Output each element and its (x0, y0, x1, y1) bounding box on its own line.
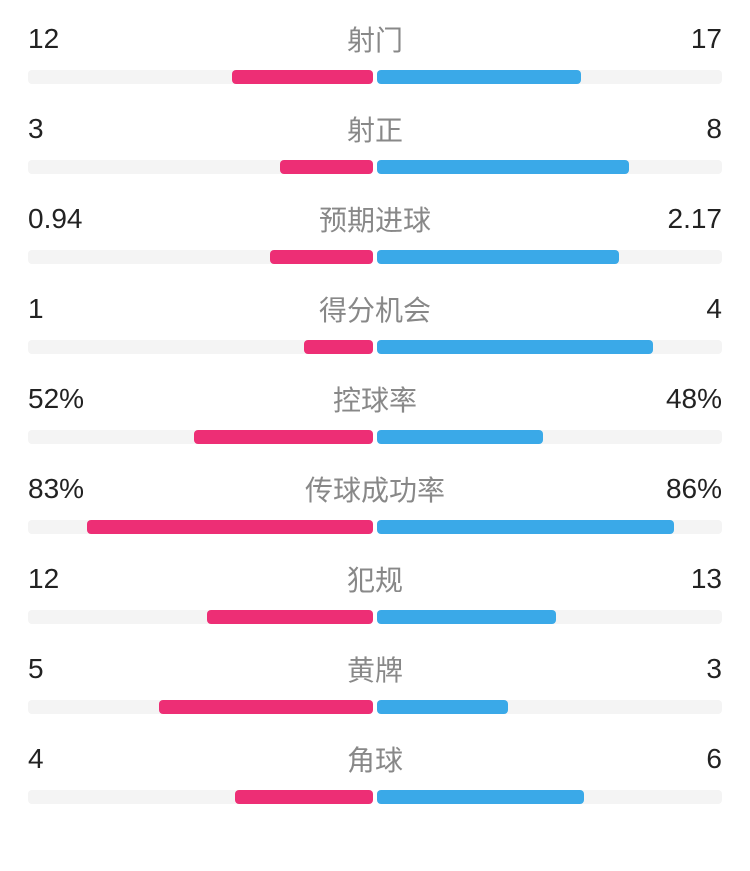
stat-label: 控球率 (108, 379, 642, 419)
match-stats-panel: 12 射门 17 3 射正 8 (28, 22, 722, 804)
stat-bar-right-track (377, 160, 722, 174)
stat-bar (28, 520, 722, 534)
stat-right-value: 2.17 (642, 203, 722, 235)
stat-row: 3 射正 8 (28, 112, 722, 174)
stat-row: 12 犯规 13 (28, 562, 722, 624)
stat-header: 52% 控球率 48% (28, 382, 722, 416)
stat-bar-left-fill (280, 160, 373, 174)
stat-bar-left-fill (194, 430, 373, 444)
stat-bar-right-fill (377, 610, 556, 624)
stat-bar-left-fill (235, 790, 373, 804)
stat-left-value: 52% (28, 383, 108, 415)
stat-bar-left-fill (304, 340, 373, 354)
stat-row: 52% 控球率 48% (28, 382, 722, 444)
stat-right-value: 48% (642, 383, 722, 415)
stat-right-value: 6 (642, 743, 722, 775)
stat-bar-left-track (28, 250, 373, 264)
stat-row: 12 射门 17 (28, 22, 722, 84)
stat-bar-right-fill (377, 520, 674, 534)
stat-row: 4 角球 6 (28, 742, 722, 804)
stat-bar-right-track (377, 250, 722, 264)
stat-right-value: 8 (642, 113, 722, 145)
stat-header: 83% 传球成功率 86% (28, 472, 722, 506)
stat-right-value: 17 (642, 23, 722, 55)
stat-header: 12 射门 17 (28, 22, 722, 56)
stat-label: 传球成功率 (108, 469, 642, 509)
stat-bar-left-track (28, 160, 373, 174)
stat-header: 4 角球 6 (28, 742, 722, 776)
stat-bar-right-fill (377, 430, 543, 444)
stat-label: 犯规 (108, 559, 642, 599)
stat-bar-right-fill (377, 340, 653, 354)
stat-bar-right-fill (377, 70, 581, 84)
stat-header: 3 射正 8 (28, 112, 722, 146)
stat-bar-left-fill (87, 520, 373, 534)
stat-bar (28, 790, 722, 804)
stat-left-value: 12 (28, 563, 108, 595)
stat-label: 黄牌 (108, 649, 642, 689)
stat-bar-left-fill (159, 700, 373, 714)
stat-label: 角球 (108, 739, 642, 779)
stat-bar-right-track (377, 790, 722, 804)
stat-bar (28, 700, 722, 714)
stat-bar-left-fill (207, 610, 373, 624)
stat-bar-left-fill (232, 70, 373, 84)
stat-row: 5 黄牌 3 (28, 652, 722, 714)
stat-label: 预期进球 (108, 199, 642, 239)
stat-right-value: 13 (642, 563, 722, 595)
stat-row: 0.94 预期进球 2.17 (28, 202, 722, 264)
stat-bar-right-fill (377, 160, 629, 174)
stat-bar (28, 70, 722, 84)
stat-bar-right-track (377, 520, 722, 534)
stat-left-value: 0.94 (28, 203, 108, 235)
stat-label: 得分机会 (108, 289, 642, 329)
stat-row: 1 得分机会 4 (28, 292, 722, 354)
stat-bar-left-track (28, 430, 373, 444)
stat-header: 0.94 预期进球 2.17 (28, 202, 722, 236)
stat-bar (28, 340, 722, 354)
stat-bar-left-track (28, 70, 373, 84)
stat-bar-right-track (377, 340, 722, 354)
stat-bar-left-track (28, 700, 373, 714)
stat-bar-left-track (28, 520, 373, 534)
stat-header: 12 犯规 13 (28, 562, 722, 596)
stat-right-value: 86% (642, 473, 722, 505)
stat-bar-right-fill (377, 250, 619, 264)
stat-bar (28, 250, 722, 264)
stat-bar-right-track (377, 700, 722, 714)
stat-row: 83% 传球成功率 86% (28, 472, 722, 534)
stat-bar-left-track (28, 610, 373, 624)
stat-bar-left-track (28, 790, 373, 804)
stat-bar (28, 160, 722, 174)
stat-right-value: 4 (642, 293, 722, 325)
stat-bar-right-fill (377, 790, 584, 804)
stat-bar-left-track (28, 340, 373, 354)
stat-header: 5 黄牌 3 (28, 652, 722, 686)
stat-right-value: 3 (642, 653, 722, 685)
stat-bar-right-track (377, 70, 722, 84)
stat-label: 射正 (108, 109, 642, 149)
stat-left-value: 12 (28, 23, 108, 55)
stat-bar-left-fill (270, 250, 374, 264)
stat-bar (28, 430, 722, 444)
stat-bar-right-track (377, 430, 722, 444)
stat-left-value: 83% (28, 473, 108, 505)
stat-left-value: 1 (28, 293, 108, 325)
stat-header: 1 得分机会 4 (28, 292, 722, 326)
stat-bar (28, 610, 722, 624)
stat-bar-right-fill (377, 700, 508, 714)
stat-bar-right-track (377, 610, 722, 624)
stat-label: 射门 (108, 19, 642, 59)
stat-left-value: 5 (28, 653, 108, 685)
stat-left-value: 4 (28, 743, 108, 775)
stat-left-value: 3 (28, 113, 108, 145)
